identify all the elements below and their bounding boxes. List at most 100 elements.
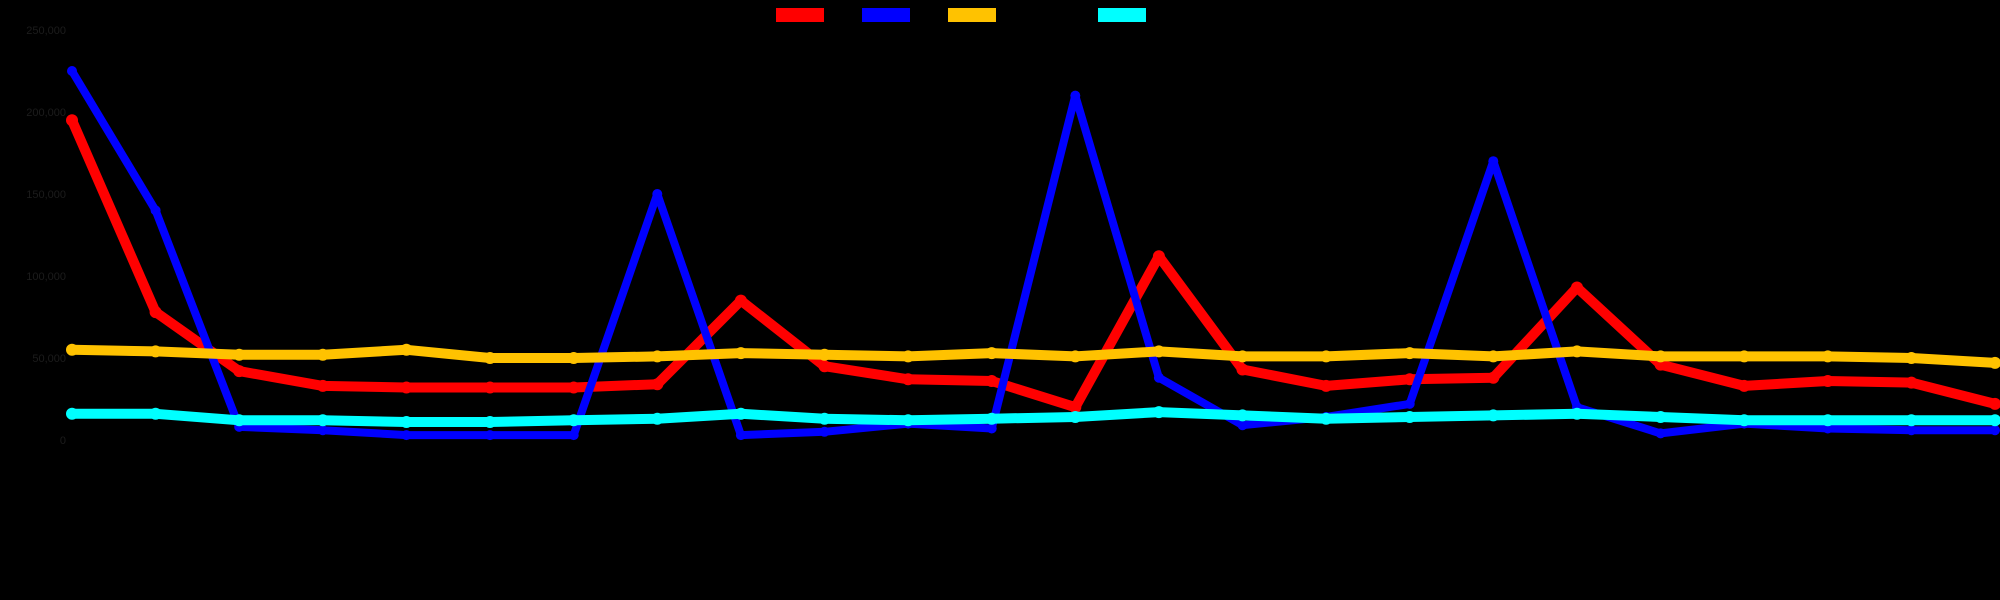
- series-4-point: [1236, 409, 1249, 422]
- series-3-point: [1069, 350, 1082, 363]
- y-tick-label: 100,000: [26, 271, 66, 283]
- series-3-point: [400, 343, 413, 356]
- y-tick-label: 200,000: [26, 107, 66, 119]
- series-3-point: [985, 347, 998, 360]
- series-3-point: [567, 352, 580, 364]
- series-4-point: [484, 416, 496, 428]
- series-2-point: [1906, 425, 1917, 436]
- legend-swatch: [948, 8, 996, 22]
- legend-swatch: [862, 8, 910, 22]
- series-1-point: [316, 379, 329, 392]
- series-1-point: [734, 294, 747, 307]
- series-1-point: [1403, 373, 1416, 386]
- series-4-point: [1403, 411, 1416, 423]
- series-1-point: [1320, 379, 1333, 392]
- series-3-point: [66, 343, 78, 356]
- series-4-point: [233, 414, 246, 427]
- series-1-point: [1989, 397, 2000, 410]
- series-2-point: [401, 430, 412, 441]
- series-2-point: [485, 430, 495, 441]
- y-tick-label: 250,000: [26, 25, 66, 37]
- series-3-point: [1905, 352, 1918, 364]
- series-3-point: [818, 348, 831, 361]
- series-4-point: [149, 407, 162, 420]
- series-2: [67, 66, 2000, 441]
- y-tick-label: 150,000: [26, 189, 66, 201]
- legend-item-4: [1098, 8, 1146, 22]
- y-tick-label: 0: [60, 435, 66, 447]
- series-1-point: [233, 365, 246, 378]
- series-4-point: [902, 414, 915, 427]
- series-2-point: [67, 66, 77, 76]
- series-2-point: [568, 430, 579, 441]
- legend-swatch: [776, 8, 824, 22]
- series-1-point: [985, 375, 998, 387]
- series-4-point: [734, 407, 747, 420]
- series-2-point: [150, 205, 161, 216]
- series-2-point: [1153, 372, 1164, 383]
- legend-item-2: [862, 8, 910, 22]
- series-4-point: [316, 414, 329, 427]
- series-4-point: [1738, 414, 1751, 427]
- series-3-point: [1654, 350, 1667, 363]
- series-3-point: [1738, 350, 1751, 363]
- series-4-point: [1905, 414, 1918, 427]
- series-2-line: [68, 67, 1999, 440]
- series-1-point: [149, 306, 162, 319]
- series-3-point: [233, 348, 246, 361]
- series-3-point: [1236, 350, 1249, 363]
- series-1-point: [400, 381, 413, 394]
- series-4-point: [1654, 411, 1667, 423]
- series-4-point: [1152, 406, 1165, 419]
- series-1-point: [818, 360, 831, 373]
- series-3-point: [484, 352, 496, 364]
- series-3: [66, 343, 2000, 369]
- series-1-point: [1905, 376, 1918, 389]
- series-2-point: [1655, 428, 1666, 439]
- series-3-point: [1320, 350, 1333, 363]
- series-1-point: [1236, 363, 1249, 376]
- series-4-point: [1069, 411, 1082, 423]
- series-2-point: [1990, 425, 2000, 436]
- series-1-point: [1069, 401, 1082, 414]
- series-1-point: [567, 381, 580, 394]
- series-1-point: [651, 378, 664, 391]
- series-4-line: [67, 407, 2000, 427]
- series-2-point: [1822, 423, 1833, 434]
- series-4-point: [1821, 414, 1834, 427]
- legend-item-3: [948, 8, 996, 22]
- series-3-point: [1821, 350, 1834, 363]
- series-4-point: [1487, 409, 1500, 422]
- series-3-point: [316, 348, 329, 361]
- series-4-point: [1320, 412, 1333, 425]
- series-1-point: [1654, 358, 1667, 371]
- y-axis-ticks: 0 50,000 100,000 150,000 200,000 250,000: [26, 25, 66, 447]
- legend-item-1: [776, 8, 824, 22]
- series-3-point: [651, 350, 664, 363]
- series-4-point: [66, 407, 78, 420]
- series-3-point: [1403, 347, 1416, 360]
- series-4-point: [1571, 407, 1583, 420]
- series-1-point: [484, 381, 496, 394]
- legend-swatch: [1098, 8, 1146, 22]
- series-4: [66, 406, 2000, 428]
- series-4-point: [1989, 414, 2000, 427]
- series-3-point: [149, 345, 162, 358]
- series-1-point: [1487, 371, 1500, 384]
- series-3-point: [734, 347, 747, 360]
- series-1: [66, 114, 2000, 414]
- series-2-point: [652, 189, 663, 199]
- series-2-point: [819, 426, 830, 437]
- series-3-point: [1989, 356, 2000, 369]
- series-1-point: [902, 373, 915, 386]
- series-1-point: [1738, 379, 1751, 392]
- series-2-point: [735, 430, 746, 441]
- series-3-point: [1487, 350, 1500, 363]
- series-1-point: [1571, 281, 1583, 294]
- series-1-line: [67, 115, 2000, 413]
- series-2-point: [986, 423, 997, 434]
- series-2-point: [1488, 156, 1499, 167]
- series-4-point: [651, 412, 664, 425]
- series-3-line: [67, 344, 2000, 368]
